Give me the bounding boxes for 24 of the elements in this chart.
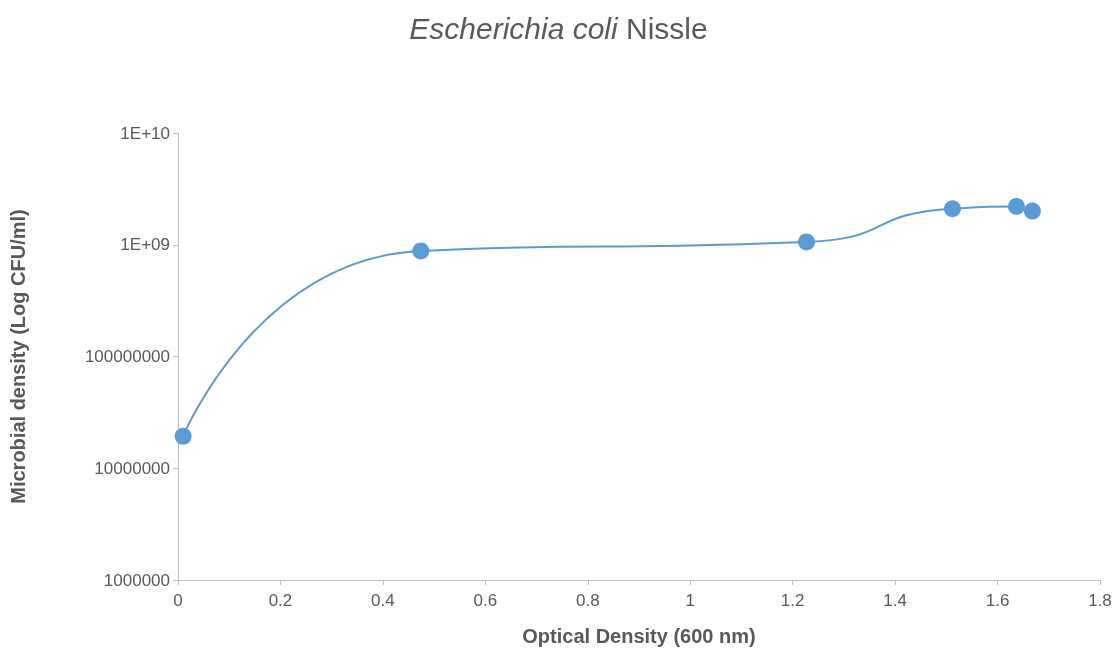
point — [412, 242, 430, 260]
point — [798, 233, 815, 251]
x-tick-label: 0.8 — [575, 591, 600, 610]
x-tick-label: 1.4 — [883, 591, 907, 610]
x-tick-label: 1 — [685, 591, 695, 610]
point — [944, 200, 961, 218]
point — [1008, 197, 1026, 215]
x-tick-label: 0 — [173, 591, 183, 610]
y-tick-label: 1E+09 — [120, 235, 170, 255]
y-tick-label: 1000000 — [103, 570, 170, 590]
x-tick-label: 1.6 — [985, 591, 1010, 610]
x-tick-label: 1.8 — [1088, 591, 1112, 610]
y-tick-label: 100000000 — [84, 347, 170, 366]
chart-title: Escherichia coli Nissle — [409, 11, 708, 45]
x-tick-label: 0.4 — [371, 591, 395, 610]
point — [1023, 202, 1041, 220]
x-tick-label: 0.2 — [268, 591, 293, 610]
x-axis-title: Optical Density (600 nm) — [522, 625, 756, 647]
x-tick-label: 0.6 — [473, 591, 498, 610]
point — [174, 427, 192, 445]
y-tick-label: 10000000 — [94, 458, 170, 478]
y-axis-title: Microbial density (Log CFU/ml) — [7, 209, 29, 504]
y-tick-label: 1E+10 — [120, 123, 170, 143]
x-tick-label: 1.2 — [780, 591, 805, 610]
